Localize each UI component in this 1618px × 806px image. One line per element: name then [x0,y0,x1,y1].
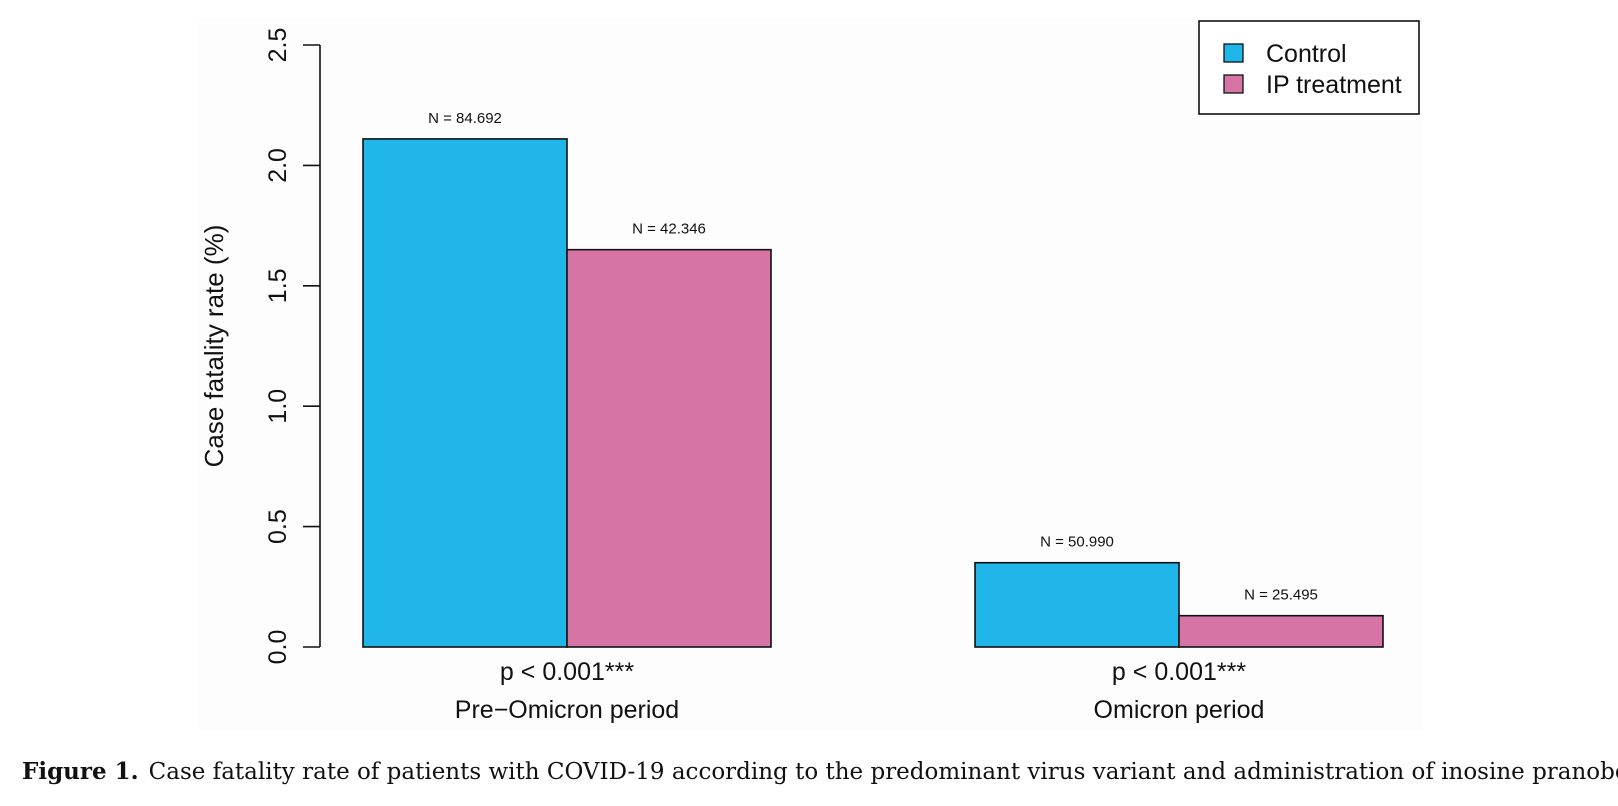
bar [362,138,568,648]
y-tick-label: 2.0 [264,148,292,183]
caption-text: Case fatality rate of patients with COVI… [148,759,1618,785]
legend: Control IP treatment [1198,20,1420,115]
legend-label: Control [1266,40,1347,68]
legend-label: IP treatment [1266,71,1402,99]
bar-data-label: N = 84.692 [428,110,502,127]
x-tick-label: Omicron period [1094,696,1265,724]
chart: 0.0 0.5 1.0 1.5 2.0 2.5 Case fatality rate (%… [199,20,1420,724]
bar-data-label: N = 42.346 [632,221,706,238]
p-value-annotation: p < 0.001*** [500,658,634,686]
bar [1178,614,1384,648]
y-axis: 0.0 0.5 1.0 1.5 2.0 2.5 [264,28,321,665]
bar [974,561,1180,648]
y-tick-label: 0.0 [264,630,292,665]
legend-swatch [1223,43,1244,63]
x-tick-label: Pre−Omicron period [455,696,679,724]
figure-caption: Figure 1. Case fatality rate of patients … [22,758,1618,785]
y-tick-label: 0.5 [264,509,292,544]
legend-swatch [1223,74,1244,94]
y-tick-label: 1.5 [264,268,292,303]
bar-data-label: N = 50.990 [1040,534,1114,551]
figure-label: Figure 1. [22,758,139,785]
y-tick-label: 1.0 [264,389,292,424]
legend-box [1198,20,1420,115]
bar [566,248,772,648]
y-tick-label: 2.5 [264,28,292,63]
bar-data-label: N = 25.495 [1244,587,1318,604]
y-axis-label: Case fatality rate (%) [199,225,229,468]
p-value-annotation: p < 0.001*** [1112,658,1246,686]
bars: N = 84.692 N = 42.346 p < 0.001*** Pre−Omic… [362,110,1384,724]
